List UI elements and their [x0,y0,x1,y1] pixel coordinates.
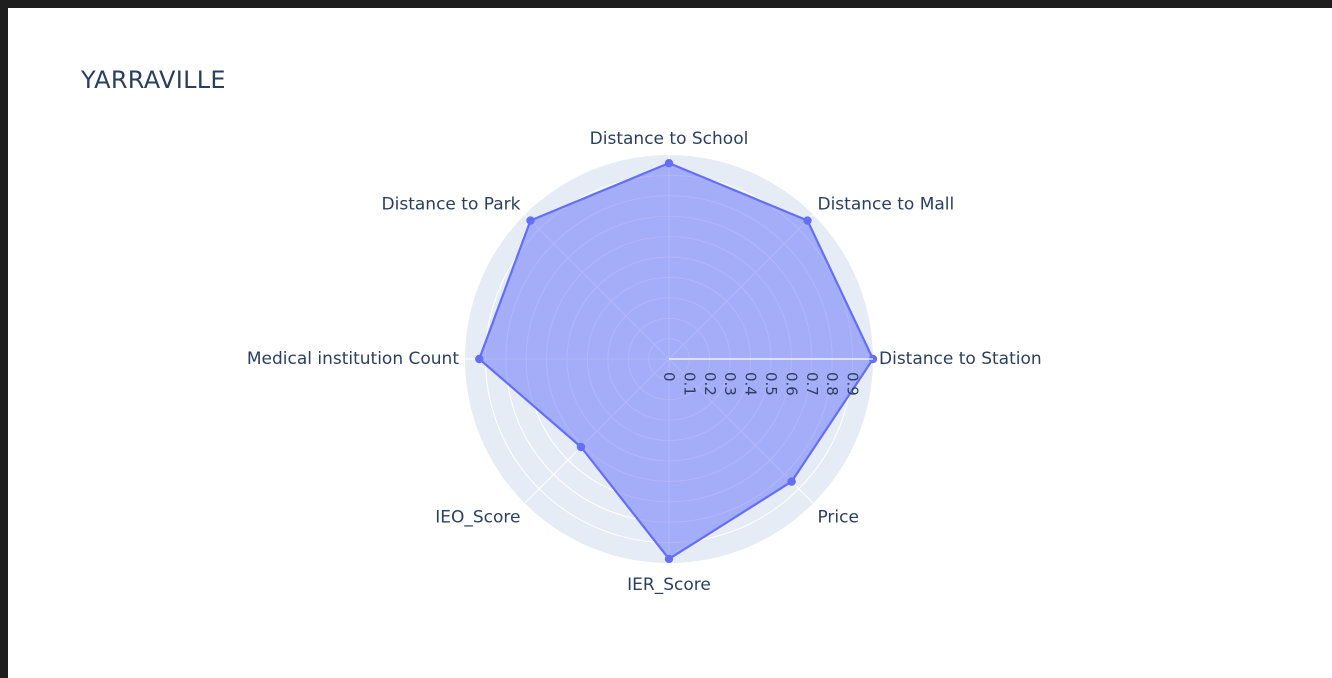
data-point[interactable] [803,216,812,225]
radial-tick-label: 0.2 [701,372,719,396]
category-label: Medical institution Count [247,349,460,369]
radial-tick-label: 0.4 [742,372,760,396]
radial-tick-label: 0.1 [680,372,698,396]
category-label: Distance to Station [879,349,1042,369]
radial-tick-label: 0.8 [823,372,841,396]
radial-tick-label: 0.9 [844,372,862,396]
radial-tick-label: 0.5 [762,372,780,396]
radial-tick-label: 0.7 [803,372,821,396]
data-point[interactable] [475,354,484,364]
category-label: Price [817,507,858,527]
radar-chart: 0 0.1 0.2 0.3 0.4 0.5 0.6 0.7 0.8 0.9 Distance to… [247,129,1042,595]
data-point[interactable] [787,477,796,486]
data-point[interactable] [664,554,674,564]
category-label: Distance to Mall [817,195,954,215]
chart-title: YARRAVILLE [81,66,226,94]
category-label: Distance to School [590,129,749,149]
plot-area: YARRAVILLE 0 0.1 0.2 0.3 0.4 0.5 0.6 0.7 0.8 0.9 … [8,8,1332,678]
category-label: IER_Score [627,575,711,595]
series-layer [475,158,878,564]
data-point[interactable] [526,216,535,225]
radial-tick-label: 0.6 [782,372,800,396]
radial-tick-label: 0.3 [721,372,739,396]
category-label: Distance to Park [382,195,521,215]
data-point[interactable] [576,442,586,452]
radial-tick-label: 0 [660,372,678,382]
radial-tick-labels: 0 0.1 0.2 0.3 0.4 0.5 0.6 0.7 0.8 0.9 [660,372,862,396]
category-label: IEO_Score [435,507,520,527]
data-point[interactable] [664,158,674,168]
category-labels: Distance to Station Distance to Mall Dista… [247,129,1042,595]
